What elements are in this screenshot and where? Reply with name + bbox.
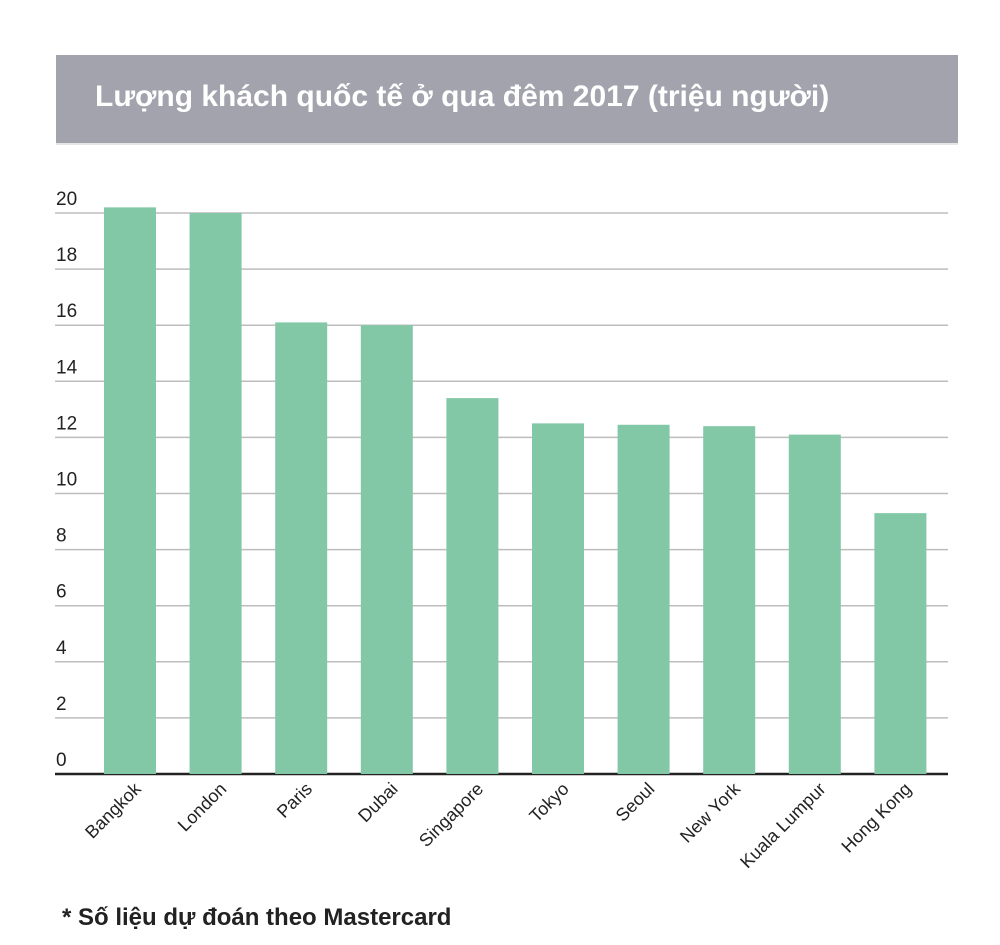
y-tick-label: 2 (56, 694, 67, 715)
y-tick-label: 14 (56, 357, 78, 378)
y-tick-label: 18 (56, 245, 77, 266)
x-tick-label: Seoul (612, 779, 659, 826)
bar (788, 434, 841, 774)
x-tick-label: Singapore (415, 779, 487, 851)
bar (532, 423, 584, 774)
footnote: * Số liệu dự đoán theo Mastercard (62, 904, 452, 931)
bar (360, 325, 413, 774)
y-tick-label: 16 (56, 301, 77, 322)
title-banner (56, 55, 958, 143)
chart-title: Lượng khách quốc tế ở qua đêm 2017 (triệ… (95, 80, 830, 113)
y-tick-label: 12 (56, 413, 77, 434)
bar (617, 424, 670, 774)
bar (275, 322, 328, 774)
y-tick-label: 6 (56, 582, 67, 603)
x-tick-label: Tokyo (525, 779, 572, 826)
x-tick-label: London (174, 779, 231, 836)
bar (446, 398, 499, 774)
x-tick-label: Kuala Lumpur (736, 779, 829, 872)
y-tick-label: 4 (56, 638, 67, 659)
bar (703, 426, 756, 774)
x-tick-label: Dubai (354, 779, 401, 826)
y-tick-label: 0 (56, 750, 67, 771)
bar (874, 513, 927, 774)
x-tick-label: Hong Kong (837, 779, 915, 857)
bar (104, 207, 156, 774)
y-tick-label: 10 (56, 470, 77, 491)
x-tick-label: Paris (273, 779, 316, 822)
y-tick-label: 20 (56, 189, 77, 210)
bar (189, 213, 242, 774)
x-tick-label: New York (676, 778, 745, 847)
x-tick-label: Bangkok (81, 778, 145, 842)
y-tick-label: 8 (56, 526, 67, 547)
